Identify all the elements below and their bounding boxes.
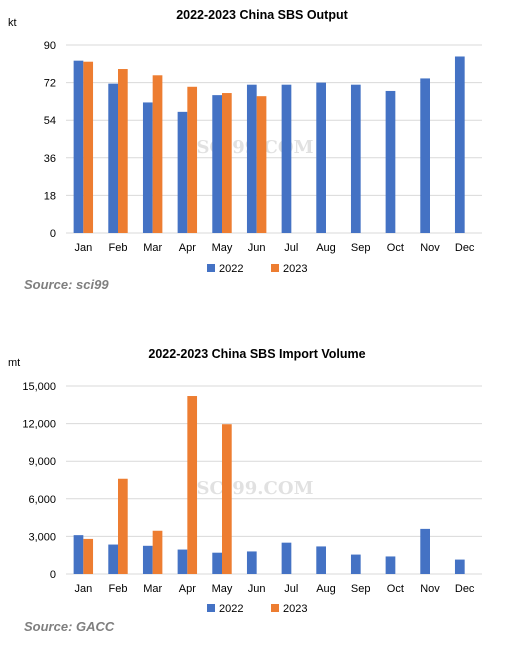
bar-2022-Feb	[108, 83, 118, 234]
y-axis-unit: kt	[8, 17, 17, 29]
x-tick-label: Jul	[284, 583, 298, 595]
bar-2022-Sep	[350, 84, 361, 233]
chart-title: 2022-2023 China SBS Import Volume	[148, 347, 365, 361]
chart-title: 2022-2023 China SBS Output	[176, 8, 348, 22]
x-tick-label: Feb	[109, 583, 128, 595]
bar-2022-Dec	[454, 559, 465, 574]
source-note: Source: sci99	[24, 277, 109, 292]
bar-2022-May	[212, 95, 222, 233]
x-tick-label: Jul	[284, 242, 298, 254]
x-tick-label: Nov	[420, 242, 440, 254]
bar-2022-Nov	[420, 528, 430, 574]
y-tick-label: 6,000	[28, 494, 56, 506]
x-tick-label: Oct	[387, 583, 404, 595]
x-tick-label: Sep	[351, 583, 371, 595]
bar-2022-Jul	[281, 84, 292, 233]
bar-2022-Oct	[385, 556, 396, 574]
y-tick-label: 54	[44, 115, 56, 127]
bar-2023-Feb	[118, 69, 128, 234]
x-tick-label: Aug	[316, 583, 336, 595]
legend-label: 2023	[283, 603, 307, 615]
y-tick-label: 90	[44, 40, 56, 52]
y-axis-unit: mt	[8, 357, 20, 369]
watermark: SCI99.COM	[197, 478, 314, 499]
y-tick-label: 36	[44, 153, 56, 165]
bar-2022-Jul	[281, 542, 292, 574]
bar-2022-Sep	[350, 554, 361, 574]
bar-2023-Mar	[152, 75, 163, 234]
bar-2022-Apr	[177, 549, 188, 574]
x-tick-label: Jan	[74, 583, 92, 595]
bar-2023-Mar	[152, 530, 163, 574]
legend-swatch-2023	[271, 604, 279, 612]
bar-2022-Oct	[385, 90, 396, 233]
import-chart: 2022-2023 China SBS Import Volume mt SCI…	[8, 347, 482, 615]
bar-2022-Dec	[454, 56, 465, 233]
bar-2023-Jun	[256, 96, 267, 233]
x-tick-label: Mar	[143, 242, 162, 254]
x-tick-label: Nov	[420, 583, 440, 595]
x-tick-label: Jan	[74, 242, 92, 254]
y-tick-label: 18	[44, 190, 56, 202]
x-tick-label: Aug	[316, 242, 336, 254]
bar-2023-Feb	[118, 478, 128, 574]
bar-2023-Apr	[187, 396, 198, 574]
x-tick-label: Sep	[351, 242, 371, 254]
y-tick-label: 12,000	[22, 419, 56, 431]
x-tick-label: Feb	[109, 242, 128, 254]
x-tick-label: Apr	[179, 242, 196, 254]
bar-2022-Jun	[246, 551, 257, 574]
bar-2022-Mar	[142, 545, 153, 574]
x-tick-label: Apr	[179, 583, 196, 595]
bar-2023-May	[222, 424, 232, 574]
output-chart: 2022-2023 China SBS Output kt SCI99.COM …	[8, 8, 482, 275]
bar-2022-Aug	[316, 82, 326, 233]
legend-label: 2022	[219, 263, 243, 275]
y-tick-label: 15,000	[22, 381, 56, 393]
bar-2023-May	[222, 93, 232, 234]
bar-2023-Jan	[83, 61, 94, 233]
y-tick-label: 3,000	[28, 531, 56, 543]
x-tick-label: Mar	[143, 583, 162, 595]
bar-2023-Jan	[83, 538, 94, 574]
legend-swatch-2022	[207, 604, 215, 612]
x-tick-label: Dec	[455, 242, 475, 254]
y-tick-label: 9,000	[28, 456, 56, 468]
bar-2023-Apr	[187, 86, 198, 234]
y-tick-label: 0	[50, 569, 56, 581]
y-tick-label: 72	[44, 78, 56, 90]
legend-label: 2023	[283, 263, 307, 275]
source-note: Source: GACC	[24, 619, 115, 634]
y-tick-label: 0	[50, 228, 56, 240]
bar-2022-Apr	[177, 111, 188, 233]
bar-2022-Nov	[420, 78, 430, 233]
bar-2022-Feb	[108, 544, 118, 574]
legend-swatch-2022	[207, 264, 215, 272]
bar-2022-Mar	[142, 102, 153, 233]
legend-label: 2022	[219, 603, 243, 615]
bar-2022-Jan	[73, 535, 84, 574]
x-tick-label: Dec	[455, 583, 475, 595]
x-tick-label: May	[212, 242, 233, 254]
bar-2022-Jan	[73, 60, 84, 233]
legend-swatch-2023	[271, 264, 279, 272]
x-tick-label: Jun	[248, 242, 266, 254]
bar-2022-Aug	[316, 546, 326, 574]
x-tick-label: Jun	[248, 583, 266, 595]
x-tick-label: May	[212, 583, 233, 595]
bar-2022-May	[212, 552, 222, 574]
bar-2022-Jun	[246, 84, 257, 233]
x-tick-label: Oct	[387, 242, 404, 254]
